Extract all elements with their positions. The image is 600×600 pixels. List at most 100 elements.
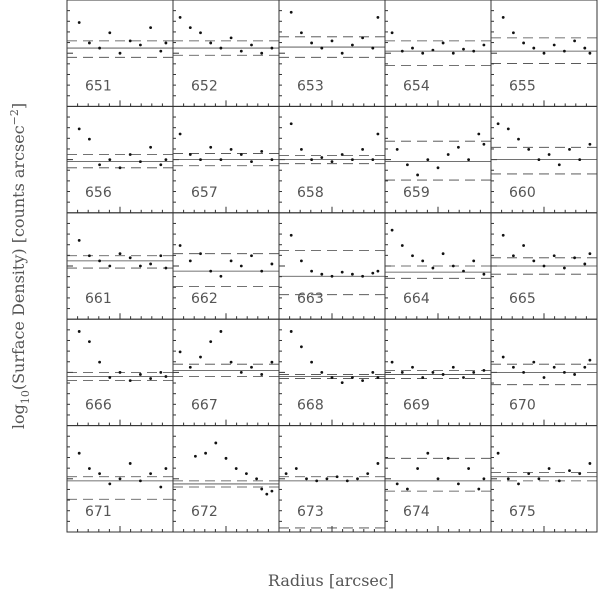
data-point	[506, 477, 510, 481]
data-point	[411, 365, 414, 369]
data-point	[371, 158, 375, 162]
data-point	[284, 472, 288, 476]
data-point	[108, 31, 112, 35]
data-point	[512, 31, 515, 35]
data-point	[229, 36, 233, 40]
data-point	[300, 345, 303, 349]
data-point	[583, 46, 587, 50]
data-point	[467, 467, 470, 470]
data-point	[335, 475, 339, 479]
data-point	[467, 158, 470, 162]
data-point	[139, 264, 142, 268]
data-point	[164, 467, 168, 470]
data-point	[149, 145, 153, 149]
data-point	[482, 142, 486, 146]
data-point	[128, 153, 132, 156]
data-point	[310, 360, 313, 364]
data-point	[229, 360, 233, 364]
data-point	[482, 368, 486, 372]
panel-label: 665	[509, 291, 536, 307]
data-point	[411, 254, 414, 258]
data-point	[361, 36, 364, 40]
panel-label: 674	[403, 504, 430, 520]
data-point	[219, 46, 223, 50]
data-point	[522, 244, 525, 247]
data-point	[340, 51, 344, 55]
data-point	[118, 252, 122, 256]
data-point	[219, 158, 223, 162]
data-point	[320, 156, 324, 159]
data-point	[88, 340, 91, 344]
data-point	[376, 269, 380, 273]
data-point	[573, 39, 576, 43]
data-point	[219, 274, 223, 278]
panel-label: 667	[191, 398, 218, 414]
data-point	[501, 15, 505, 19]
data-point	[159, 371, 163, 374]
data-point	[310, 41, 313, 45]
data-point	[98, 259, 101, 263]
data-point	[98, 163, 101, 167]
panel-label: 661	[85, 291, 112, 307]
data-point	[164, 158, 168, 162]
data-point	[477, 132, 481, 136]
data-point	[239, 153, 243, 156]
data-point	[128, 256, 132, 260]
data-point	[77, 330, 81, 333]
data-point	[98, 472, 101, 476]
data-point	[527, 472, 531, 476]
data-point	[390, 31, 394, 35]
data-point	[88, 467, 91, 470]
data-point	[406, 487, 409, 491]
data-point	[351, 43, 354, 47]
data-point	[426, 451, 430, 455]
data-point	[164, 41, 168, 45]
data-point	[390, 228, 394, 232]
panel-label: 673	[297, 504, 324, 520]
data-point	[149, 472, 153, 476]
data-point	[522, 41, 525, 45]
data-point	[149, 262, 153, 266]
data-point	[139, 43, 142, 47]
panel-label: 672	[191, 504, 218, 520]
data-point	[472, 259, 476, 263]
data-point	[270, 489, 274, 493]
panel-label: 664	[403, 291, 430, 307]
data-point	[588, 462, 592, 465]
data-point	[371, 46, 375, 50]
data-point	[436, 166, 440, 170]
data-point	[164, 375, 168, 378]
data-point	[517, 482, 520, 486]
data-point	[250, 43, 253, 47]
data-point	[265, 492, 269, 496]
data-point	[416, 467, 419, 470]
data-point	[578, 158, 582, 162]
data-point	[361, 274, 364, 278]
data-point	[204, 451, 208, 455]
data-point	[300, 31, 303, 35]
data-point	[345, 479, 349, 483]
data-point	[199, 158, 202, 162]
data-point	[457, 145, 460, 149]
data-point	[537, 158, 541, 162]
data-point	[98, 360, 101, 364]
data-point	[400, 49, 404, 53]
data-point	[583, 262, 587, 266]
data-point	[547, 153, 551, 156]
data-point	[462, 376, 465, 379]
data-point	[270, 158, 274, 162]
data-point	[563, 266, 566, 270]
data-point	[159, 163, 163, 167]
data-point	[118, 166, 122, 170]
data-point	[188, 259, 192, 263]
data-point	[588, 51, 592, 55]
data-point	[250, 160, 253, 164]
panel-label: 653	[297, 78, 324, 94]
data-point	[315, 479, 319, 483]
data-point	[542, 51, 546, 55]
data-point	[376, 376, 380, 379]
data-point	[512, 254, 515, 258]
data-point	[568, 469, 571, 473]
